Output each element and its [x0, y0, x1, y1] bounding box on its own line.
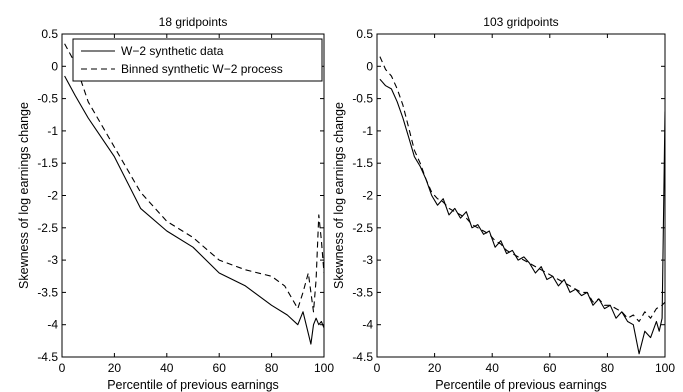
y-tick-label: -4 [47, 318, 58, 332]
x-tick-label: 60 [213, 361, 227, 375]
x-tick-label: 40 [160, 361, 174, 375]
legend-label: W−2 synthetic data [121, 44, 224, 58]
y-tick-label: -3 [362, 253, 373, 267]
y-tick-label: 0 [51, 59, 58, 73]
chart-title: 103 gridpoints [483, 15, 558, 29]
y-tick-label: -0.5 [352, 92, 373, 106]
plot-lines [379, 56, 665, 355]
y-tick-label: -2 [362, 189, 373, 203]
x-tick-label: 0 [59, 361, 66, 375]
y-tick-label: -1 [362, 124, 373, 138]
y-tick-label: -0.5 [37, 92, 58, 106]
y-tick-label: 0 [366, 59, 373, 73]
chart-panel-left: 0 20 40 60 80 100 0.5 0 -0.5 -1 -1.5 -2 -2.5 -3 -3.5 -4… [17, 15, 334, 392]
y-tick-label: -3 [47, 253, 58, 267]
y-tick-label: -4.5 [352, 350, 373, 364]
chart-panel-right: 0 20 40 60 80 100 0.5 0 -0.5 -1 -1.5 -2 -2.5 -3 -3.5 -4… [332, 15, 675, 392]
y-tick-label: -3.5 [352, 285, 373, 299]
y-tick-label: 0.5 [41, 27, 58, 41]
series-line-binned [64, 43, 324, 313]
y-tick-label: -2 [47, 189, 58, 203]
x-tick-label: 80 [601, 361, 615, 375]
x-tick-label: 100 [314, 361, 334, 375]
y-tick-label: -1.5 [352, 156, 373, 170]
y-tick-label: -4 [362, 318, 373, 332]
legend-label: Binned synthetic W−2 process [121, 62, 283, 76]
x-axis-label: Percentile of previous earnings [435, 378, 607, 392]
y-tick-label: -3.5 [37, 285, 58, 299]
x-axis-label: Percentile of previous earnings [107, 378, 279, 392]
y-tick-label: -1.5 [37, 156, 58, 170]
plot-lines [64, 43, 324, 345]
x-tick-label: 100 [655, 361, 675, 375]
chart-title: 18 gridpoints [159, 15, 228, 29]
series-line-synthetic [379, 78, 665, 355]
y-tick-label: -4.5 [37, 350, 58, 364]
y-axis-label: Skewness of log earnings change [17, 102, 31, 289]
y-tick-label: -1 [47, 124, 58, 138]
y-tick-label: 0.5 [356, 27, 373, 41]
x-tick-label: 20 [108, 361, 122, 375]
axes-box [376, 33, 666, 358]
series-line-synthetic [64, 75, 324, 345]
y-tick-label: -2.5 [352, 221, 373, 235]
x-tick-label: 20 [428, 361, 442, 375]
y-axis-label: Skewness of log earnings change [332, 102, 346, 289]
x-tick-label: 80 [265, 361, 279, 375]
series-line-binned [379, 56, 665, 323]
legend-box [72, 38, 323, 82]
x-tick-label: 60 [543, 361, 557, 375]
x-tick-label: 0 [374, 361, 381, 375]
axes-box [61, 33, 325, 358]
x-tick-label: 40 [486, 361, 500, 375]
y-tick-label: -2.5 [37, 221, 58, 235]
